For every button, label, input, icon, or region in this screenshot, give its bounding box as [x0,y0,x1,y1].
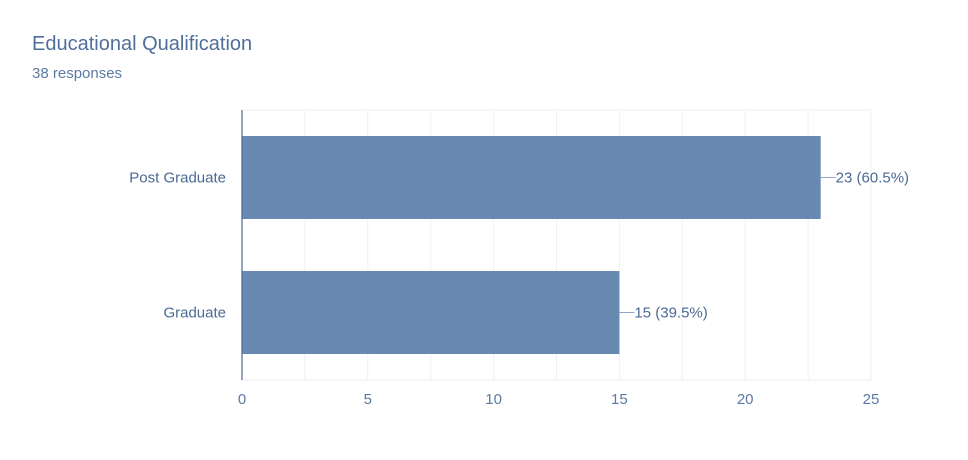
x-tick-label: 10 [485,391,502,408]
x-tick-label: 15 [611,391,628,408]
bar [242,136,821,219]
data-label: 23 (60.5%) [836,170,909,187]
x-tick-label: 0 [238,391,246,408]
x-tick-label: 5 [364,391,372,408]
category-label: Graduate [163,305,226,322]
bar [242,271,620,354]
bars: 23 (60.5%) 15 (39.5%) [242,136,909,354]
x-tick-label: 20 [737,391,754,408]
category-label: Post Graduate [129,170,226,187]
data-label: 15 (39.5%) [634,305,707,322]
response-count: 38 responses [32,65,123,82]
chart-title: Educational Qualification [32,33,253,55]
x-tick-label: 25 [863,391,880,408]
axes: 0 5 10 15 20 25 Post Graduate Graduate [129,110,879,408]
